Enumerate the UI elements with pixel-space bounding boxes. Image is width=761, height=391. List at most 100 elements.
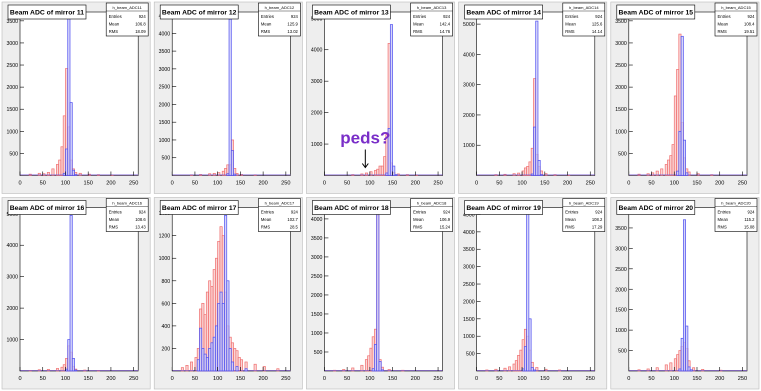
plot-frame xyxy=(19,11,139,176)
histogram-panel-6: 05010015020025010002000300040005000Beam … xyxy=(1,197,151,390)
histogram-bar xyxy=(683,219,686,372)
x-tick-label: 100 xyxy=(61,181,70,187)
histogram-bar xyxy=(660,168,664,176)
histogram-bar xyxy=(380,369,384,372)
y-tick-label: 1000 xyxy=(615,328,627,334)
histogram-bar xyxy=(208,173,212,176)
y-tick-label: 1000 xyxy=(159,138,171,144)
stats-value: 924 xyxy=(748,14,756,19)
histogram-bar xyxy=(512,173,516,176)
y-tick-label: 2500 xyxy=(159,85,171,91)
stats-value: 924 xyxy=(443,14,451,19)
x-tick-label: 150 xyxy=(692,181,701,187)
y-tick-label: 3500 xyxy=(6,19,18,25)
x-tick-label: 200 xyxy=(106,181,115,187)
y-tick-label: 3500 xyxy=(463,247,475,253)
x-tick-label: 50 xyxy=(496,376,502,382)
stats-name: h_beam_ADC15 xyxy=(721,5,751,10)
panel-title: Beam ADC of mirror 19 xyxy=(466,205,541,212)
stats-label: Entries xyxy=(261,210,274,215)
y-tick-label: 1200 xyxy=(159,234,171,240)
series-2 xyxy=(324,24,443,176)
title-box xyxy=(464,200,543,215)
histogram-panel-7: 050100150200250200400600800100012001400B… xyxy=(153,197,303,390)
series-2 xyxy=(172,215,291,372)
histogram-bar xyxy=(655,170,659,176)
x-tick-label: 0 xyxy=(18,376,21,382)
stats-value: 108.6 xyxy=(135,217,146,222)
stats-box xyxy=(714,198,758,232)
y-tick-label: 3500 xyxy=(159,49,171,55)
y-tick-label: 500 xyxy=(466,352,475,358)
x-tick-label: 0 xyxy=(171,376,174,382)
stats-box xyxy=(258,2,301,37)
histogram-panel-3: 05010015020025010002000300040005000Beam … xyxy=(306,1,455,194)
x-tick-label: 50 xyxy=(192,376,198,382)
histogram-panel-10: 0 50 100 150 200 250 500 1000 1500 2000 2500 3000 35… xyxy=(610,197,760,390)
x-tick-label: 150 xyxy=(692,376,701,382)
panel-title: Beam ADC of mirror 18 xyxy=(314,205,389,212)
y-tick-label: 200 xyxy=(162,346,171,352)
histogram-bar xyxy=(669,362,673,372)
x-tick-label: 50 xyxy=(648,181,654,187)
x-tick-label: 200 xyxy=(715,181,724,187)
x-tick-label: 50 xyxy=(192,181,198,187)
x-tick-label: 0 xyxy=(475,376,478,382)
histogram-panel-1: 0 50 100 150 200 250 500 1000 1500 2000 2500 3000 35… xyxy=(1,1,151,194)
annotation-arrowhead xyxy=(361,163,369,169)
stats-label: Entries xyxy=(261,14,274,19)
y-tick-label: 1500 xyxy=(615,308,627,314)
plot-frame xyxy=(324,11,443,176)
stats-label: Mean xyxy=(261,217,272,222)
histogram-bar xyxy=(544,173,548,176)
stats-label: Mean xyxy=(565,22,576,27)
histogram-bar xyxy=(364,172,368,176)
histogram-bar xyxy=(212,173,216,176)
stats-label: Mean xyxy=(109,217,120,222)
stats-label: Mean xyxy=(718,217,729,222)
histogram-bar xyxy=(494,368,498,372)
stats-label: RMS xyxy=(109,225,119,230)
y-tick-label: 2000 xyxy=(463,299,475,305)
histogram-bar xyxy=(517,172,521,176)
series-2 xyxy=(628,219,747,372)
y-tick-label: 4500 xyxy=(463,212,475,218)
stats-name: h_beam_ADC17 xyxy=(265,201,295,206)
x-tick-label: 50 xyxy=(344,181,350,187)
panel-title: Beam ADC of mirror 11 xyxy=(10,10,84,17)
y-tick-label: 4000 xyxy=(159,31,171,37)
histogram-bar xyxy=(685,325,689,372)
histogram-bar xyxy=(190,361,194,372)
stats-label: Entries xyxy=(718,210,731,215)
title-box xyxy=(312,4,391,20)
x-tick-label: 0 xyxy=(627,376,630,382)
y-tick-label: 2000 xyxy=(311,293,323,299)
stats-value: 14.76 xyxy=(440,29,451,34)
stats-name: h_beam_ADC16 xyxy=(112,201,142,206)
histogram-bar xyxy=(539,174,543,176)
stats-value: 28.5 xyxy=(290,225,299,230)
stats-label: Mean xyxy=(565,217,576,222)
x-tick-label: 50 xyxy=(40,376,46,382)
stats-label: Entries xyxy=(413,14,426,19)
y-tick-label: 3000 xyxy=(6,41,18,47)
panel-title: Beam ADC of mirror 20 xyxy=(619,205,694,212)
stats-value: 19.51 xyxy=(744,29,755,34)
x-tick-label: 0 xyxy=(18,181,21,187)
histogram-bar xyxy=(537,160,541,176)
histogram-bar xyxy=(69,215,73,372)
stats-value: 102.7 xyxy=(287,217,298,222)
y-tick-label: 1500 xyxy=(463,317,475,323)
histogram-bar xyxy=(655,367,659,372)
histogram-bar xyxy=(646,368,650,372)
histogram-bar xyxy=(530,367,534,372)
stats-name: h_beam_ADC12 xyxy=(265,5,295,10)
histogram-bar xyxy=(71,169,75,176)
y-tick-label: 2000 xyxy=(159,102,171,108)
x-tick-label: 50 xyxy=(344,376,350,382)
y-tick-label: 1000 xyxy=(311,142,323,148)
y-tick-label: 2500 xyxy=(615,267,627,273)
y-tick-label: 3500 xyxy=(311,236,323,242)
stats-value: 106.9 xyxy=(440,217,451,222)
x-tick-label: 150 xyxy=(388,181,397,187)
